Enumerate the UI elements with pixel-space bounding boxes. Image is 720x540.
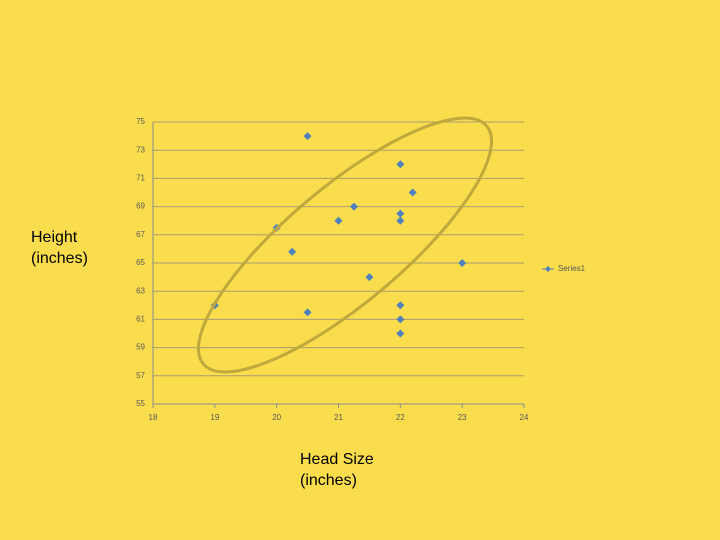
y-tick-label: 65 <box>136 258 145 267</box>
x-tick-label: 21 <box>334 413 343 422</box>
y-axis-label: Height (inches) <box>31 229 88 267</box>
y-tick-label: 75 <box>136 117 145 126</box>
x-tick-label: 19 <box>210 413 219 422</box>
x-tick-label: 24 <box>520 413 529 422</box>
x-axis-label: Head Size (inches) <box>300 451 374 489</box>
point <box>396 160 405 169</box>
y-tick-label: 57 <box>136 371 145 380</box>
y-tick-label: 73 <box>136 145 145 154</box>
x-tick-label: 18 <box>149 413 158 422</box>
y-tick-label: 69 <box>136 202 145 211</box>
plot-area: 55 57 59 61 63 65 67 69 71 73 75 18 19 20 21 22 23 24 Seri… <box>136 117 586 422</box>
highlight-ellipse <box>196 116 494 374</box>
point <box>334 216 343 225</box>
y-tick-label: 55 <box>136 399 145 408</box>
y-tick-label: 63 <box>136 286 145 295</box>
y-tick-label: 71 <box>136 174 145 183</box>
point <box>396 216 405 225</box>
point <box>365 273 374 282</box>
point <box>349 202 358 211</box>
x-tick-label: 20 <box>272 413 281 422</box>
point <box>396 209 405 218</box>
point <box>396 301 405 310</box>
x-tick-label: 22 <box>396 413 405 422</box>
point <box>288 247 297 256</box>
point <box>396 329 405 338</box>
point <box>396 315 405 324</box>
point <box>408 188 417 197</box>
point <box>303 132 312 141</box>
point <box>303 308 312 317</box>
y-tick-label: 61 <box>136 315 145 324</box>
y-tick-label: 59 <box>136 343 145 352</box>
x-tick-label: 23 <box>458 413 467 422</box>
point <box>458 259 467 267</box>
legend-label: Series1 <box>558 264 586 273</box>
y-tick-label: 67 <box>136 230 145 239</box>
